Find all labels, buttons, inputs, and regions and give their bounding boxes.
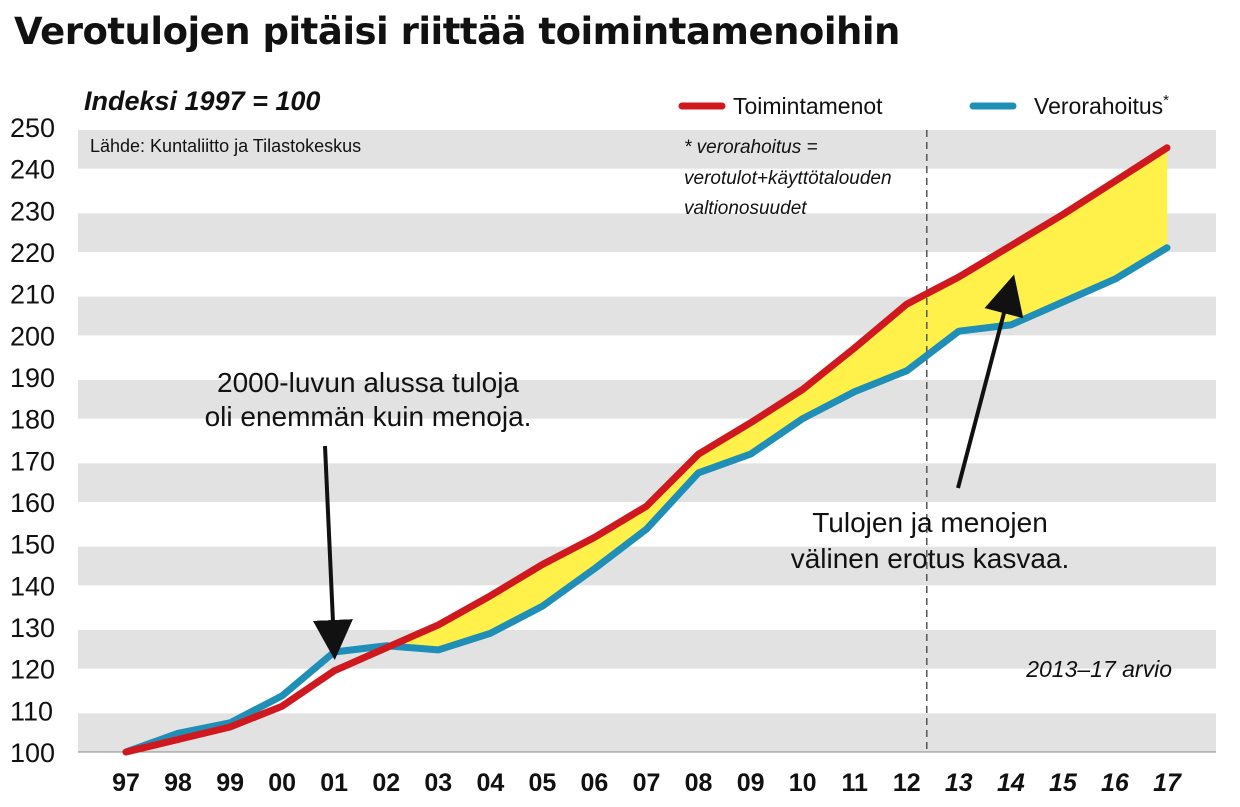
x-tick-label: 00 (268, 769, 296, 797)
legend: Toimintamenot Verorahoitus* (678, 92, 1169, 119)
background-band (78, 546, 1216, 586)
x-tick-label: 13 (945, 769, 973, 797)
background-band (78, 463, 1216, 502)
x-tick-label: 10 (789, 769, 817, 797)
x-tick-label: 17 (1153, 769, 1182, 797)
x-tick-label: 09 (737, 769, 765, 797)
annotation-text: oli enemmän kuin menoja. (205, 401, 532, 432)
x-tick-label: 11 (841, 769, 868, 797)
x-tick-label: 05 (528, 769, 556, 797)
x-axis-ticks: 97 98 99 00 01 02 03 04 05 06 07 08 09 10 11 12 13 14 15 16… (112, 769, 1182, 797)
legend-label-toimintamenot: Toimintamenot (733, 93, 883, 119)
y-axis-ticks: 100 110 120 130 140 150 160 170 180 190 200 210 220 2… (10, 113, 55, 768)
annotation-text: välinen erotus kasvaa. (791, 543, 1070, 574)
y-tick-label: 250 (10, 113, 55, 143)
y-tick-label: 140 (10, 571, 55, 601)
x-tick-label: 16 (1101, 769, 1130, 797)
x-tick-label: 14 (997, 769, 1025, 797)
series-lines (122, 144, 1171, 756)
footnote-line: * verorahoitus = (684, 137, 818, 158)
y-tick-label: 210 (10, 280, 55, 310)
y-tick-label: 230 (10, 196, 55, 226)
chart-title: Verotulojen pitäisi riittää toimintameno… (14, 10, 900, 53)
legend-label-verorahoitus: Verorahoitus* (1034, 92, 1169, 119)
x-tick-label: 06 (581, 769, 609, 797)
annotation-early: 2000-luvun alussa tuloja oli enemmän kui… (205, 367, 532, 660)
background-band (78, 630, 1216, 669)
annotation-text: Tulojen ja menojen (812, 507, 1048, 538)
annotation-arrow (956, 274, 1024, 489)
y-tick-label: 240 (10, 155, 55, 185)
y-tick-label: 170 (10, 446, 55, 476)
background-band (78, 380, 1216, 419)
x-tick-label: 97 (112, 769, 140, 797)
x-tick-label: 15 (1049, 769, 1078, 797)
y-tick-label: 190 (10, 363, 55, 393)
y-tick-label: 120 (10, 655, 55, 685)
x-tick-label: 99 (216, 769, 244, 797)
y-tick-label: 180 (10, 405, 55, 435)
background-band (78, 713, 1216, 752)
y-tick-label: 110 (10, 696, 53, 726)
x-tick-label: 04 (476, 769, 504, 797)
footnote-line: verotulot+käyttötalouden (684, 168, 892, 189)
footnote-line: valtionosuudet (684, 198, 807, 219)
x-tick-label: 12 (893, 769, 921, 797)
y-tick-label: 200 (10, 321, 55, 351)
x-tick-label: 98 (164, 769, 192, 797)
x-tick-label: 01 (320, 769, 348, 797)
chart-subtitle: Indeksi 1997 = 100 (84, 86, 320, 116)
annotation-arrow (312, 445, 353, 660)
y-tick-label: 100 (10, 738, 55, 768)
footnote: * verorahoitus = verotulot+käyttötaloude… (684, 137, 892, 219)
y-tick-label: 130 (10, 613, 55, 643)
source-note: Lähde: Kuntaliitto ja Tilastokeskus (90, 136, 361, 156)
y-tick-label: 220 (10, 238, 55, 268)
y-tick-label: 160 (10, 488, 55, 518)
x-tick-label: 03 (424, 769, 452, 797)
annotation-text: 2000-luvun alussa tuloja (217, 367, 519, 398)
x-tick-label: 02 (372, 769, 400, 797)
x-tick-label: 07 (633, 769, 661, 797)
y-tick-label: 150 (10, 530, 55, 560)
estimate-note: 2013–17 arvio (1025, 656, 1172, 682)
background-bands (78, 130, 1216, 753)
background-band (78, 130, 1216, 169)
annotation-late: Tulojen ja menojen välinen erotus kasvaa… (791, 274, 1070, 574)
x-tick-label: 08 (685, 769, 713, 797)
